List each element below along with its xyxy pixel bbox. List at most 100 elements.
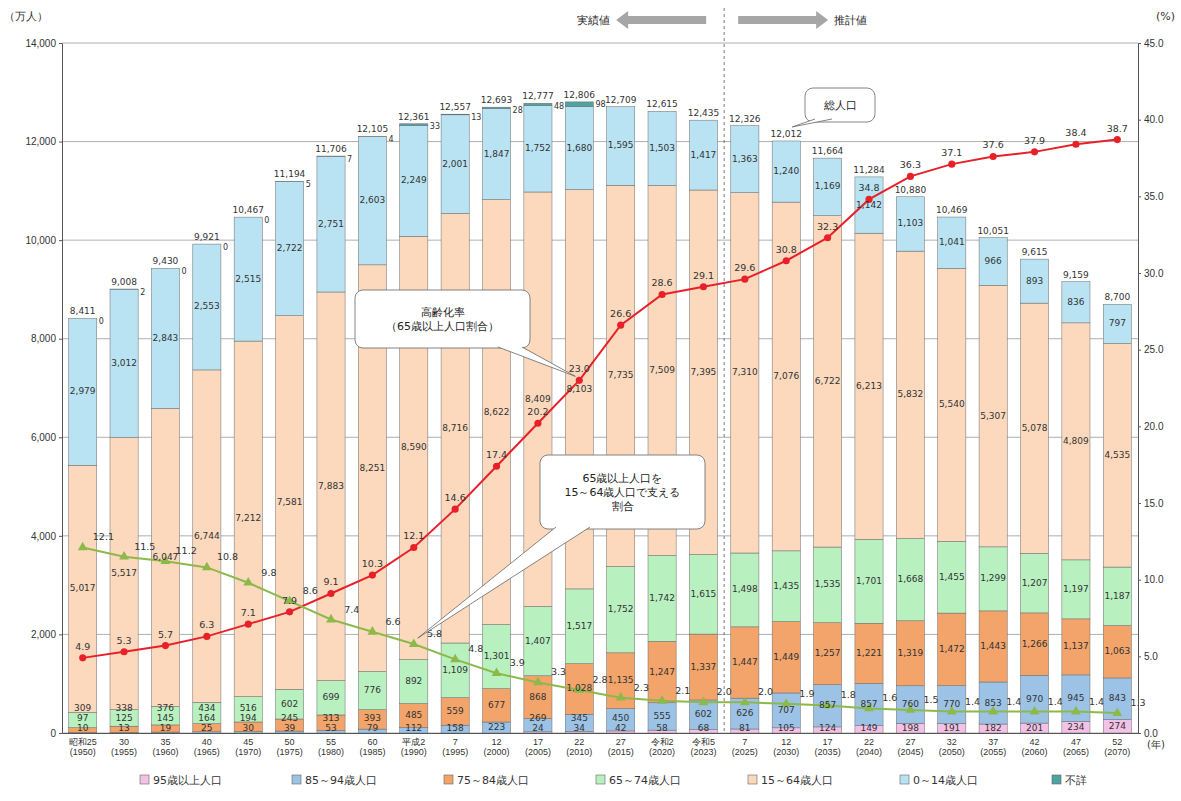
bar-label: 1,169 [815, 181, 841, 191]
bar-label: 4,809 [1063, 436, 1089, 446]
y-tick-label: 10,000 [25, 235, 56, 246]
bar-label: 7,310 [732, 367, 758, 377]
bar-segment [151, 268, 179, 269]
bar-label: 1,257 [815, 648, 841, 658]
x-tick: 17(2005) [525, 737, 551, 757]
total-label: 12,012 [770, 129, 802, 139]
bar-label: 5,078 [1022, 423, 1048, 433]
bar-label: 2,843 [153, 333, 179, 343]
y2-tick-mark [1138, 273, 1141, 274]
y2-tick-label: 0.0 [1144, 728, 1158, 739]
line-label: 2.3 [634, 682, 649, 693]
bar-label: 770 [943, 699, 960, 709]
bar-label: 145 [157, 713, 174, 723]
bar-label: 559 [447, 706, 464, 716]
total-label: 12,709 [605, 95, 637, 105]
y-tick-label: 12,000 [25, 136, 56, 147]
bar-segment [482, 107, 510, 108]
bar-segment [1020, 723, 1048, 733]
bar-label: 6,213 [856, 381, 882, 391]
bar-label: 48 [554, 102, 564, 111]
bar-label: 42 [615, 723, 626, 733]
y2-tick: 20.0 [1138, 421, 1164, 432]
total-label: 10,051 [977, 226, 1009, 236]
line-marker [78, 542, 88, 551]
lines [78, 136, 1122, 716]
bar-segment [276, 316, 304, 690]
y2-tick: 45.0 [1138, 38, 1164, 49]
total-label: 12,693 [481, 95, 513, 105]
bar-segment [441, 643, 469, 698]
bar-label: 68 [698, 723, 710, 733]
x-tick: 47(2065) [1063, 737, 1089, 757]
bar-label: 5 [306, 180, 311, 189]
bar-label: 7,509 [649, 365, 675, 375]
bar-segment [565, 102, 593, 107]
line-marker [1031, 148, 1038, 155]
grid-line [62, 141, 1138, 142]
grid-line [62, 338, 1138, 339]
callout: 65歳以上人口を15～64歳人口で支える割合 [418, 455, 705, 638]
line-marker [202, 562, 212, 571]
line-label: 32.3 [817, 221, 838, 232]
bar-label: 1,615 [691, 589, 717, 599]
bar-label: 1,668 [898, 574, 924, 584]
y-tick: 12,000 [25, 136, 62, 147]
bar-label: 8,622 [484, 407, 510, 417]
grid-line [62, 437, 1138, 438]
bar-segment [607, 107, 635, 186]
bar-segment [151, 408, 179, 706]
bar-label: 555 [653, 711, 670, 721]
x-tick: 平成2(1990) [401, 737, 427, 757]
callout-pointer-edge [418, 527, 590, 638]
bar-label: 2,603 [360, 195, 386, 205]
grid [62, 43, 1138, 733]
bar-label: 10 [77, 723, 89, 733]
line-label: 14.6 [445, 492, 466, 503]
legend-label: 0～14歳人口 [913, 774, 978, 787]
total-label: 12,361 [398, 112, 430, 122]
line-label: 7.4 [344, 604, 359, 615]
bar-label: 6,744 [194, 531, 220, 541]
y2-tick-mark [1138, 580, 1141, 581]
line-label: 2.8 [592, 674, 607, 685]
legend-swatch [444, 775, 453, 784]
bar-label: 1,752 [525, 143, 551, 153]
bar-label: 393 [364, 713, 381, 723]
bar-segment [896, 723, 924, 733]
line-marker [119, 551, 129, 560]
bar-label: 1,337 [691, 662, 717, 672]
bar-segment [979, 547, 1007, 611]
line-label: 36.3 [900, 159, 921, 170]
total-label: 9,430 [153, 256, 179, 266]
y-tick-mark [59, 634, 62, 635]
line-label: 4.9 [75, 641, 90, 652]
line-marker [245, 621, 252, 628]
period-arrow [738, 11, 828, 29]
bar-label: 19 [160, 723, 172, 733]
y-tick-mark [59, 339, 62, 340]
callout-box [805, 88, 875, 122]
bar-label: 8,251 [360, 463, 386, 473]
line-marker [409, 638, 419, 647]
bar-label: 699 [322, 692, 339, 702]
x-tick: 45(1970) [235, 737, 261, 757]
bar-label: 1,247 [649, 667, 675, 677]
y2-tick-mark [1138, 120, 1141, 121]
total-label: 12,105 [357, 124, 389, 134]
line-marker [1030, 706, 1040, 715]
bar-label: 0 [99, 317, 104, 326]
x-tick-label: 50(1975) [277, 737, 303, 757]
bar-label: 5,017 [70, 583, 96, 593]
line-marker [493, 463, 500, 470]
y-tick-label: 0 [50, 728, 56, 739]
bar-label: 1,503 [649, 143, 675, 153]
bar-label: 1,221 [856, 648, 882, 658]
bar-segment [565, 107, 593, 190]
x-axis-title: (年) [1147, 739, 1165, 750]
x-tick-label: 12(2000) [484, 737, 510, 757]
x-tick-label: 32(2050) [939, 737, 965, 757]
bar-segment [1062, 619, 1090, 675]
bar-label: 198 [902, 723, 919, 733]
bar-segment [276, 182, 304, 316]
